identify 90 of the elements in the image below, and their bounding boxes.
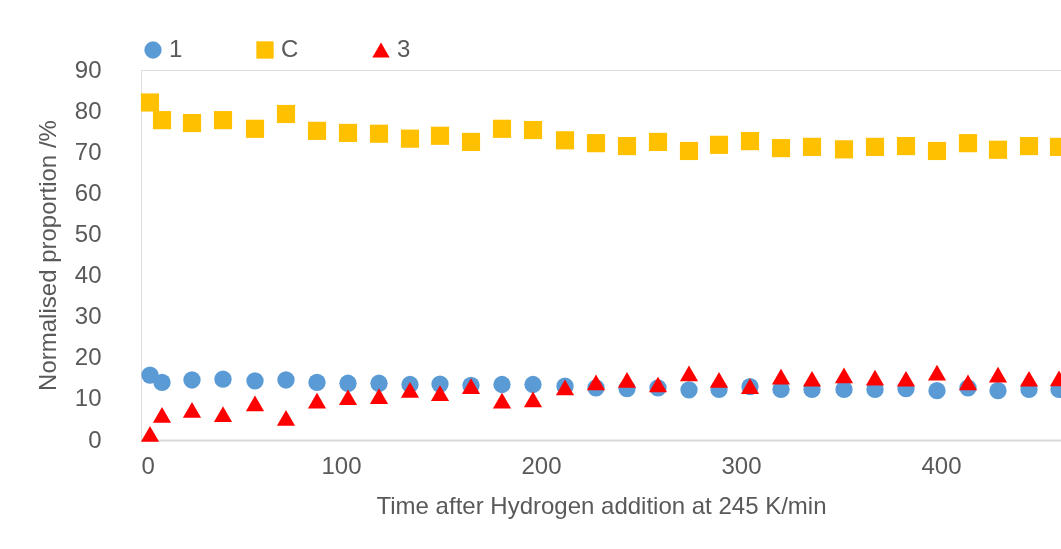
point	[679, 141, 699, 161]
point	[524, 375, 542, 394]
x-tick-label: 200	[521, 451, 562, 479]
point	[153, 373, 171, 392]
point	[680, 381, 698, 399]
point	[370, 374, 388, 392]
point	[523, 120, 543, 140]
point	[276, 409, 296, 426]
y-tick-label: 40	[74, 261, 102, 289]
point	[307, 392, 327, 409]
point	[307, 121, 327, 140]
point	[709, 372, 729, 388]
point	[928, 382, 946, 400]
point	[896, 370, 916, 387]
point	[648, 132, 668, 152]
point	[834, 367, 854, 384]
point	[648, 376, 668, 393]
point	[834, 140, 854, 159]
point	[182, 113, 202, 133]
point	[338, 123, 358, 142]
point	[140, 93, 160, 112]
point	[213, 406, 233, 422]
point	[182, 402, 202, 418]
legend-label: C	[281, 35, 299, 62]
point	[308, 373, 326, 392]
point	[896, 136, 916, 156]
point	[802, 370, 822, 387]
point	[369, 388, 389, 404]
point	[958, 134, 978, 153]
point	[988, 140, 1008, 159]
point	[927, 141, 947, 161]
point	[183, 371, 201, 389]
x-tick-label: 100	[321, 451, 362, 479]
point	[617, 136, 637, 156]
point	[400, 381, 420, 398]
point	[927, 364, 947, 381]
y-tick-label: 0	[88, 425, 102, 453]
point	[492, 119, 512, 138]
point	[865, 369, 885, 386]
point	[430, 385, 450, 401]
y-tick-label: 50	[74, 219, 102, 247]
x-tick-label: 0	[141, 451, 155, 479]
legend-label: 3	[397, 35, 411, 62]
point	[802, 137, 822, 156]
x-axis-title: Time after Hydrogen addition at 245 K/min	[376, 491, 827, 519]
y-tick-label: 70	[74, 137, 102, 165]
point	[277, 371, 295, 389]
point	[338, 389, 358, 406]
legend-label: 1	[169, 35, 183, 62]
point	[400, 129, 420, 148]
point	[617, 372, 637, 388]
point	[989, 382, 1007, 400]
point	[245, 395, 265, 412]
point	[140, 425, 160, 442]
x-tick-label: 400	[921, 451, 962, 479]
y-tick-label: 30	[74, 302, 102, 330]
point	[369, 124, 389, 143]
point	[246, 372, 264, 390]
x-tick-label: 300	[721, 451, 762, 479]
y-axis-title: Normalised proportion /%	[33, 120, 61, 391]
point	[1019, 370, 1039, 387]
point	[523, 391, 543, 408]
y-tick-label: 80	[74, 96, 102, 124]
point	[988, 366, 1008, 383]
point	[586, 374, 606, 391]
y-tick-label: 90	[74, 55, 102, 83]
point	[152, 111, 172, 130]
point	[493, 375, 511, 394]
point	[865, 137, 885, 156]
y-tick-label: 10	[74, 384, 102, 412]
point	[555, 131, 575, 150]
y-tick-label: 60	[74, 178, 102, 206]
point	[430, 126, 450, 145]
y-tick-label: 20	[74, 343, 102, 371]
point	[771, 368, 791, 385]
point	[214, 370, 232, 388]
point	[492, 392, 512, 409]
point	[1019, 136, 1039, 156]
point	[709, 135, 729, 154]
point	[740, 132, 760, 151]
point	[958, 374, 978, 391]
point	[152, 407, 172, 423]
point	[339, 374, 357, 392]
point	[245, 119, 265, 138]
point	[276, 104, 296, 124]
point	[679, 365, 699, 382]
point	[461, 132, 481, 152]
point	[213, 111, 233, 130]
point	[586, 134, 606, 153]
point	[771, 139, 791, 158]
